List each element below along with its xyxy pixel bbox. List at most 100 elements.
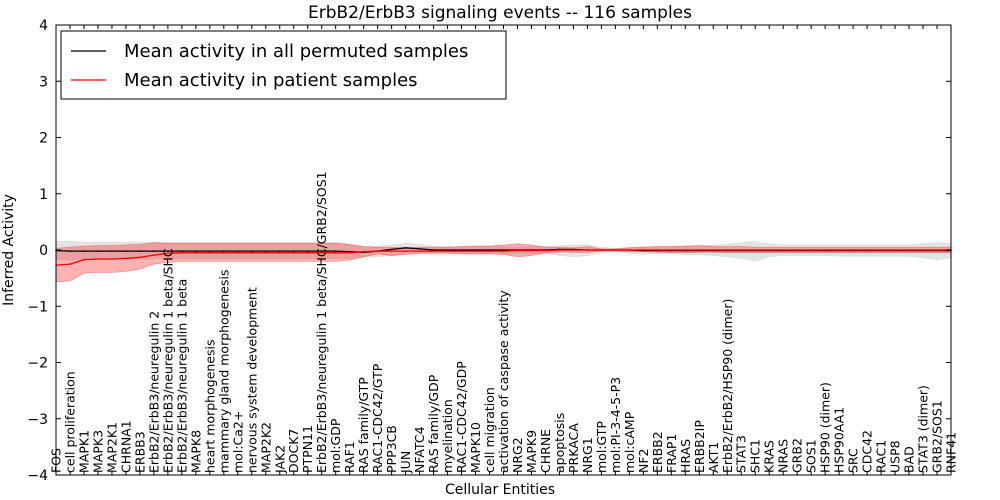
point-series-1-43 xyxy=(656,249,659,251)
x-tick-label: PRKACA xyxy=(566,423,581,473)
point-series-0-2 xyxy=(83,250,85,252)
x-tick-label: USP8 xyxy=(888,440,903,473)
point-series-1-52 xyxy=(782,249,784,251)
legend: Mean activity in all permuted samples Me… xyxy=(60,30,507,100)
x-tick-label: CHRNA1 xyxy=(118,420,133,473)
point-series-1-25 xyxy=(404,250,407,252)
point-series-1-2 xyxy=(83,258,85,261)
x-tick-label: activation of caspase activity xyxy=(496,290,511,473)
point-series-0-5 xyxy=(125,250,127,252)
x-tick-label: ErbB2/ErbB3/neuregulin 1 beta/SHC xyxy=(160,248,175,473)
point-series-1-3 xyxy=(97,258,99,260)
x-tick-label: NRG2 xyxy=(510,437,525,473)
x-tick-label: JUN xyxy=(398,451,413,474)
point-series-1-36 xyxy=(558,249,561,251)
point-series-1-13 xyxy=(237,252,239,254)
point-series-0-11 xyxy=(209,250,211,252)
point-series-1-22 xyxy=(362,250,365,253)
point-series-1-29 xyxy=(460,250,463,252)
point-series-1-51 xyxy=(768,249,770,251)
point-series-0-28 xyxy=(446,249,449,251)
x-tick-label: ERBB2IP xyxy=(692,420,707,473)
point-series-1-35 xyxy=(544,249,547,252)
plot-frame xyxy=(55,24,952,476)
x-tick-label: heart morphogenesis xyxy=(202,340,217,474)
y-tick-label: 3 xyxy=(39,74,48,90)
point-series-0-12 xyxy=(223,250,225,252)
point-series-1-47 xyxy=(712,249,715,251)
point-series-1-15 xyxy=(265,252,267,254)
x-tick-label: NRAS xyxy=(776,439,791,473)
point-series-1-5 xyxy=(125,257,127,260)
x-tick-label: RAS family/GDP xyxy=(426,374,441,473)
point-series-0-4 xyxy=(111,250,113,252)
x-tick-label: FRAP1 xyxy=(664,434,679,473)
x-tick-label: PTPN11 xyxy=(300,425,315,473)
point-series-0-27 xyxy=(432,249,435,251)
x-tick-label: SOS1 xyxy=(804,439,819,473)
y-tick-label: −1 xyxy=(27,299,48,315)
point-series-1-23 xyxy=(376,250,379,252)
point-series-1-63 xyxy=(936,249,938,251)
x-tick-label: MAPK8 xyxy=(188,430,203,473)
y-tick-label: −2 xyxy=(27,356,48,372)
point-series-1-14 xyxy=(251,252,253,254)
point-series-1-17 xyxy=(292,252,295,254)
x-tick-label: NRG1 xyxy=(580,437,595,473)
point-series-1-34 xyxy=(530,249,533,252)
x-tick-label: HSP90AA1 xyxy=(832,407,847,473)
point-series-1-55 xyxy=(824,249,826,251)
x-tick-label: DOCK7 xyxy=(286,429,301,473)
point-series-0-1 xyxy=(69,250,71,252)
y-tick-label: −3 xyxy=(27,412,48,428)
point-series-1-57 xyxy=(852,249,854,251)
x-tick-label: mol:cAMP xyxy=(622,411,637,473)
point-series-1-8 xyxy=(167,252,169,255)
x-tick-label: HSP90 (dimer) xyxy=(818,382,833,473)
point-series-1-46 xyxy=(698,249,701,251)
y-tick-label: 4 xyxy=(39,18,48,34)
x-tick-label: MAPK10 xyxy=(468,422,483,473)
point-series-0-15 xyxy=(265,250,267,252)
point-series-1-26 xyxy=(418,250,421,252)
series-lines xyxy=(55,247,952,267)
x-tick-label: ErbB2/ErbB2/HSP90 (dimer) xyxy=(720,299,735,473)
x-tick-label: CHRNE xyxy=(538,429,553,473)
point-series-1-7 xyxy=(153,254,155,256)
point-series-0-26 xyxy=(418,248,421,250)
point-series-0-25 xyxy=(404,247,407,249)
chart-title: ErbB2/ErbB3 signaling events -- 116 samp… xyxy=(308,3,692,23)
x-tick-label: MAP2K1 xyxy=(104,422,119,473)
point-series-0-16 xyxy=(279,250,281,252)
point-series-1-31 xyxy=(488,250,491,252)
category-labels: FOS cell proliferation MAPK1 MAPK3MAP2K1CHR… xyxy=(49,171,959,474)
point-series-1-39 xyxy=(600,249,603,251)
y-tick-label: 2 xyxy=(39,131,48,147)
point-series-1-11 xyxy=(209,252,211,254)
x-tick-label: NFATC4 xyxy=(412,426,427,473)
x-tick-label: MAPK3 xyxy=(91,430,106,473)
point-series-0-10 xyxy=(195,250,197,252)
point-series-0-32 xyxy=(502,249,505,251)
point-series-1-16 xyxy=(279,252,281,254)
point-series-1-50 xyxy=(754,249,756,251)
point-series-1-42 xyxy=(642,249,645,251)
x-tick-label: mammary gland morphogenesis xyxy=(216,270,231,473)
point-series-1-41 xyxy=(628,249,631,251)
x-tick-label: CDC42 xyxy=(860,430,875,473)
point-series-1-48 xyxy=(726,249,729,251)
point-series-0-21 xyxy=(348,250,351,253)
band-series-1 xyxy=(55,242,952,283)
point-series-0-29 xyxy=(460,249,463,251)
point-series-0-19 xyxy=(320,250,323,252)
point-series-1-6 xyxy=(139,256,141,259)
point-series-1-54 xyxy=(810,249,812,251)
x-tick-label: RAC1-CDC42/GDP xyxy=(454,361,469,473)
x-tick-label: GRB2 xyxy=(790,438,805,473)
point-series-1-56 xyxy=(838,249,840,251)
point-series-1-40 xyxy=(614,249,617,251)
point-series-0-31 xyxy=(488,249,491,251)
x-tick-label: mol:GTP xyxy=(594,421,609,473)
point-series-1-53 xyxy=(796,249,798,251)
point-series-1-45 xyxy=(684,249,687,251)
